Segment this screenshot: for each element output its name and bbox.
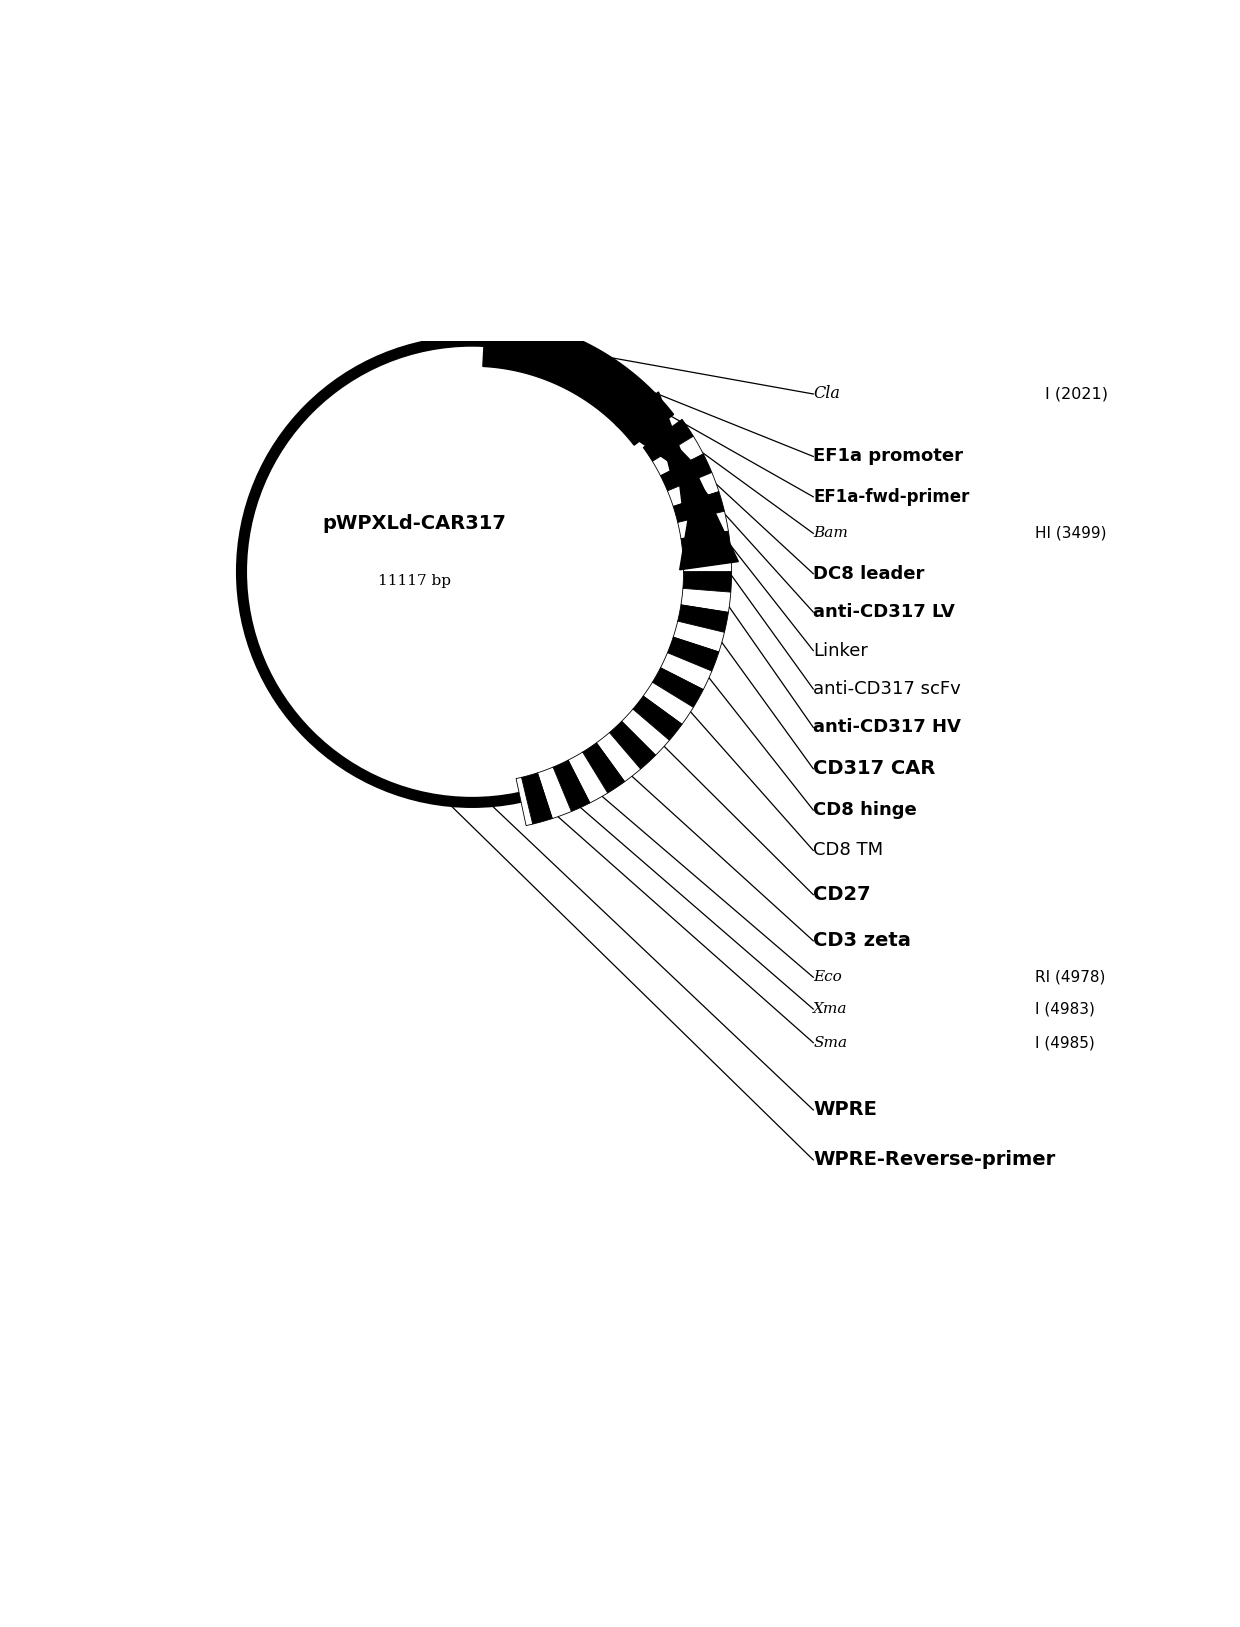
Polygon shape (683, 571, 732, 592)
Text: CD317 CAR: CD317 CAR (813, 760, 936, 778)
Text: Linker: Linker (813, 641, 868, 659)
Text: Cla: Cla (813, 386, 841, 402)
Polygon shape (482, 317, 673, 446)
Polygon shape (652, 436, 703, 475)
Text: 11117 bp: 11117 bp (378, 574, 451, 589)
Polygon shape (681, 530, 730, 555)
Polygon shape (673, 491, 724, 522)
Polygon shape (660, 428, 697, 480)
Polygon shape (644, 682, 693, 724)
Text: WPRE-Reverse-primer: WPRE-Reverse-primer (813, 1150, 1055, 1170)
Polygon shape (652, 667, 703, 708)
Text: RI (4978): RI (4978) (1035, 970, 1106, 984)
Polygon shape (616, 392, 691, 477)
Polygon shape (681, 589, 730, 612)
Text: HI (3499): HI (3499) (1035, 526, 1107, 540)
Polygon shape (644, 420, 693, 462)
Polygon shape (678, 605, 728, 633)
Polygon shape (609, 721, 656, 770)
Text: pWPXLd-CAR317: pWPXLd-CAR317 (322, 514, 506, 534)
Polygon shape (683, 552, 732, 571)
Text: Eco: Eco (813, 970, 842, 984)
Text: Sma: Sma (813, 1036, 847, 1049)
Text: anti-CD317 HV: anti-CD317 HV (813, 719, 961, 737)
Polygon shape (596, 732, 641, 781)
Text: I (2021): I (2021) (1045, 387, 1109, 402)
Text: CD8 TM: CD8 TM (813, 841, 883, 859)
Text: CD8 hinge: CD8 hinge (813, 800, 918, 818)
Polygon shape (632, 696, 682, 740)
Text: I (4985): I (4985) (1035, 1035, 1095, 1049)
Polygon shape (516, 778, 533, 825)
Polygon shape (661, 454, 712, 491)
Text: anti-CD317 scFv: anti-CD317 scFv (813, 680, 961, 698)
Text: CD3 zeta: CD3 zeta (813, 931, 911, 950)
Text: EF1a-fwd-primer: EF1a-fwd-primer (813, 488, 970, 506)
Polygon shape (553, 760, 590, 812)
Polygon shape (583, 744, 625, 792)
Polygon shape (568, 752, 608, 804)
Polygon shape (676, 452, 708, 506)
Polygon shape (661, 652, 712, 690)
Polygon shape (621, 709, 670, 755)
Polygon shape (688, 478, 715, 532)
Polygon shape (667, 472, 719, 506)
Polygon shape (680, 472, 738, 569)
Polygon shape (673, 622, 724, 652)
Text: I (4983): I (4983) (1035, 1002, 1095, 1017)
Text: Xma: Xma (813, 1002, 848, 1015)
Text: WPRE: WPRE (813, 1100, 877, 1119)
Text: DC8 leader: DC8 leader (813, 565, 925, 582)
Text: Bam: Bam (813, 527, 848, 540)
Text: CD27: CD27 (813, 885, 870, 905)
Polygon shape (522, 773, 552, 825)
Polygon shape (678, 511, 728, 539)
Text: anti-CD317 LV: anti-CD317 LV (813, 604, 955, 622)
Polygon shape (667, 638, 719, 670)
Polygon shape (537, 766, 572, 818)
Text: EF1a promoter: EF1a promoter (813, 447, 963, 465)
